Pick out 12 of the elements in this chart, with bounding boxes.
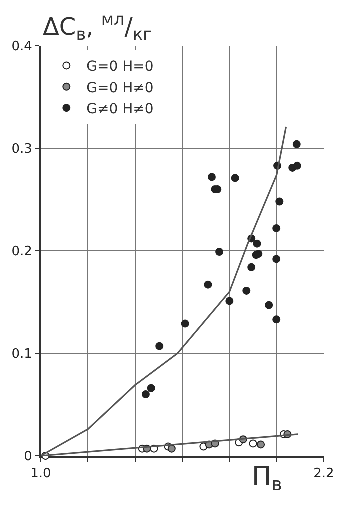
legend-label: G=0 H≠0 bbox=[86, 80, 154, 96]
x-tick-label: 1.0 bbox=[30, 466, 52, 482]
x-axis-title: П$_{в}$ bbox=[252, 462, 282, 496]
y-tick-label: 0.1 bbox=[12, 347, 32, 362]
y-tick-label: 0 bbox=[24, 450, 32, 465]
y-tick-label: 0.4 bbox=[12, 40, 32, 55]
legend-label: G≠0 H≠0 bbox=[86, 102, 154, 118]
x-tick-label: 2.2 bbox=[314, 466, 334, 482]
y-tick-label: 0.2 bbox=[12, 244, 32, 260]
y-axis-title: ΔC$_{в}$, $^{мл}$/$_{кг}$ bbox=[43, 9, 152, 44]
y-tick-label: 0.3 bbox=[12, 142, 32, 158]
legend-label: G=0 H=0 bbox=[86, 59, 154, 76]
